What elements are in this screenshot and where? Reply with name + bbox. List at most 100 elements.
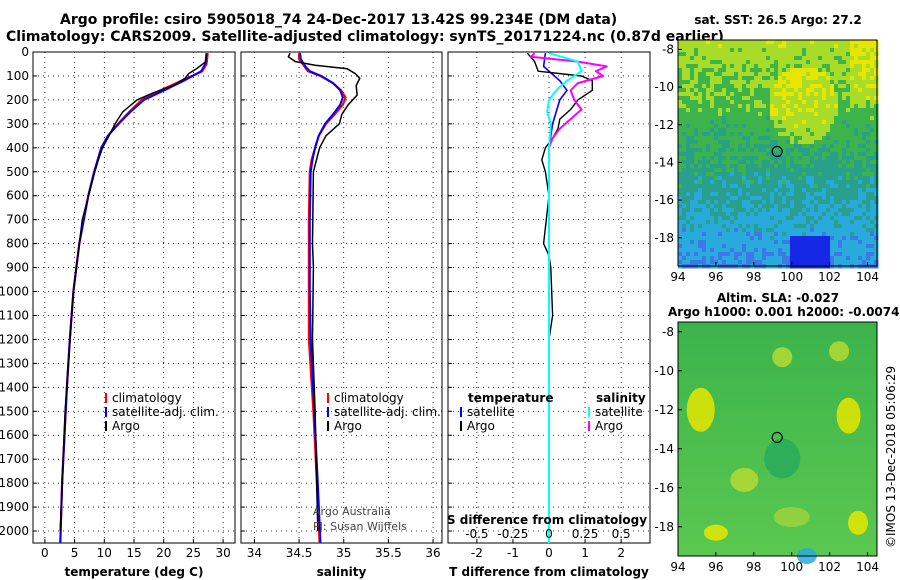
map-lat-label: -18	[654, 231, 674, 245]
map-lon-label: 104	[856, 560, 879, 574]
map-lat-label: -14	[654, 155, 674, 169]
sdiff-satellite-line	[546, 52, 583, 543]
sla-heatmap	[678, 322, 877, 564]
temp-legend-label: Argo	[112, 419, 140, 433]
sal-argo-line	[287, 52, 361, 532]
y-tick-label: 600	[6, 189, 29, 203]
y-tick-label: 2000	[0, 524, 29, 538]
y-tick-label: 1900	[0, 500, 29, 514]
map-lat-label: -16	[654, 193, 674, 207]
x-tick-label: 0	[545, 546, 553, 560]
x-tick-label: 20	[156, 546, 171, 560]
map-lat-label: -12	[654, 403, 674, 417]
map-lat-label: -10	[654, 364, 674, 378]
x-tick-label: 0	[41, 546, 49, 560]
panel-2-xlabel: salinity	[317, 565, 367, 579]
map-lon-label: 94	[670, 560, 685, 574]
x-tick-label: 35	[336, 546, 351, 560]
sst-map-title: sat. SST: 26.5 Argo: 27.2	[694, 13, 862, 27]
y-tick-label: 700	[6, 213, 29, 227]
map-lat-label: -14	[654, 442, 674, 456]
y-tick-label: 1400	[0, 380, 29, 394]
map-lat-label: -8	[662, 325, 674, 339]
sal-legend-label: Argo	[334, 419, 362, 433]
y-tick-label: 1800	[0, 476, 29, 490]
sst-float-position-marker	[771, 145, 783, 158]
panel-3-xlabel: T difference from climatology	[449, 565, 649, 579]
sla-float-position-marker	[771, 431, 783, 444]
map-lon-label: 100	[780, 560, 803, 574]
sdiff-tick-label: -0.25	[497, 527, 528, 541]
y-tick-label: 200	[6, 93, 29, 107]
panel-1-xlabel: temperature (deg C)	[65, 565, 204, 579]
map-lat-label: -8	[662, 42, 674, 56]
map-lon-label: 96	[708, 270, 723, 284]
map-lon-label: 100	[780, 270, 803, 284]
map-lat-label: -16	[654, 481, 674, 495]
sla-map-title-1: Altim. SLA: -0.027	[716, 291, 840, 305]
sdiff-tick-label: 0	[545, 527, 553, 541]
x-tick-label: 1	[581, 546, 589, 560]
map-lon-label: 102	[818, 270, 841, 284]
title-line-1: Argo profile: csiro 5905018_74 24-Dec-20…	[60, 12, 618, 28]
y-tick-label: 1300	[0, 356, 29, 370]
tdiff-legend-label: Argo	[467, 419, 495, 433]
x-tick-label: 34	[247, 546, 262, 560]
sal-legend-label: climatology	[334, 391, 404, 405]
x-tick-label: 34.5	[286, 546, 313, 560]
x-tick-label: 15	[126, 546, 141, 560]
map-lat-label: -12	[654, 118, 674, 132]
y-tick-label: 0	[21, 45, 29, 59]
sdiff-legend-label: Argo	[595, 419, 623, 433]
y-tick-label: 1200	[0, 332, 29, 346]
y-tick-label: 900	[6, 261, 29, 275]
map-lon-label: 98	[746, 270, 761, 284]
map-lon-label: 104	[856, 270, 879, 284]
sdiff-legend-title: salinity	[596, 391, 646, 405]
sdiff-tick-label: -0.5	[465, 527, 488, 541]
temp-legend-label: climatology	[112, 391, 182, 405]
annotation-argo-australia: Argo Australia	[313, 505, 391, 518]
sla-map-frame	[677, 321, 878, 557]
title-line-2: Climatology: CARS2009. Satellite-adjuste…	[6, 29, 724, 45]
y-tick-label: 1100	[0, 308, 29, 322]
y-tick-label: 800	[6, 237, 29, 251]
y-tick-label: 1700	[0, 452, 29, 466]
map-lat-label: -10	[654, 80, 674, 94]
x-tick-label: 5	[71, 546, 79, 560]
map-lon-label: 98	[746, 560, 761, 574]
y-tick-label: 1000	[0, 285, 29, 299]
panel-2-frame	[240, 51, 443, 544]
map-lon-label: 102	[818, 560, 841, 574]
x-tick-label: 10	[97, 546, 112, 560]
y-tick-label: 400	[6, 141, 29, 155]
y-tick-label: 1600	[0, 428, 29, 442]
temp-legend-label: satellite-adj. clim.	[112, 405, 219, 419]
temp-argo-line	[59, 53, 208, 532]
sdiff-tick-label: 0.5	[612, 527, 631, 541]
y-tick-label: 1500	[0, 404, 29, 418]
y-tick-label: 300	[6, 117, 29, 131]
sal-legend-label: satellite-adj. clim.	[334, 405, 441, 419]
annotation-pi: PI: Susan Wijffels	[313, 520, 407, 533]
sal-satellite-line	[299, 53, 344, 544]
tdiff-legend-title: temperature	[468, 391, 553, 405]
x-tick-label: -1	[507, 546, 519, 560]
x-tick-label: 2	[617, 546, 625, 560]
sst-map-frame	[677, 39, 878, 267]
map-lon-label: 96	[708, 560, 723, 574]
map-lon-label: 94	[670, 270, 685, 284]
map-lat-label: -18	[654, 520, 674, 534]
x-tick-label: 35.5	[375, 546, 402, 560]
sdiff-legend-label: satellite	[595, 405, 643, 419]
sdiff-axis-label: S difference from climatology	[447, 513, 647, 527]
sdiff-tick-label: 0.25	[572, 527, 599, 541]
tdiff-legend-label: satellite	[467, 405, 515, 419]
sla-map-title-2: Argo h1000: 0.001 h2000: -0.0074	[668, 305, 900, 319]
x-tick-label: 30	[215, 546, 230, 560]
y-tick-label: 500	[6, 165, 29, 179]
x-tick-label: 25	[186, 546, 201, 560]
x-tick-label: -2	[471, 546, 483, 560]
y-tick-label: 100	[6, 69, 29, 83]
